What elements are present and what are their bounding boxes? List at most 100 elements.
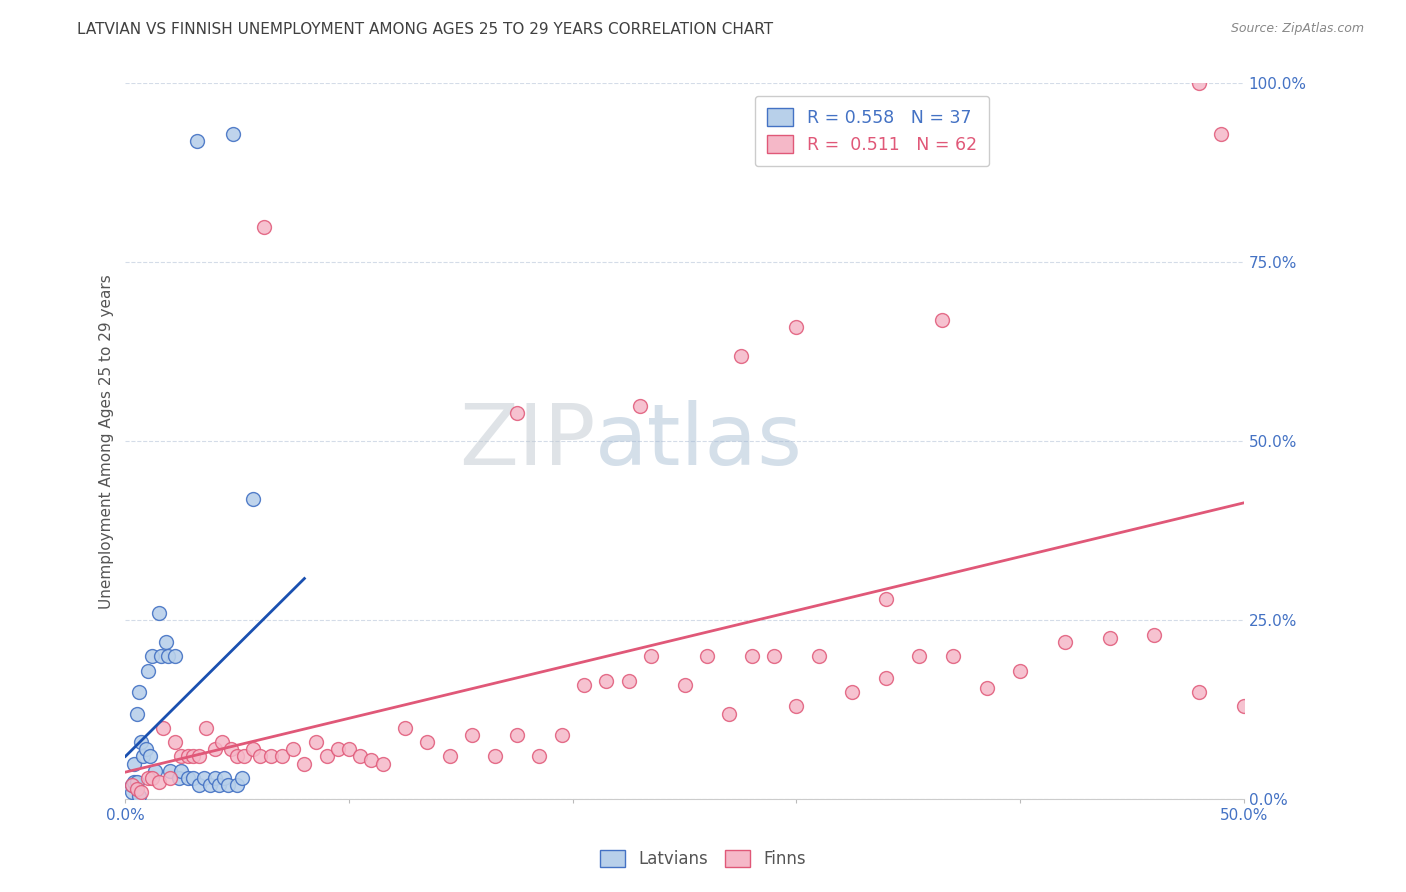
Point [212,771,235,785]
Point [222,127,245,141]
Point [208,778,231,792]
Point [315,749,337,764]
Point [200,778,222,792]
Point [129,735,152,749]
Point [231,771,253,785]
Point [177,771,200,785]
Point [1188,685,1211,699]
Point [506,406,529,420]
Text: Source: ZipAtlas.com: Source: ZipAtlas.com [1230,22,1364,36]
Point [785,699,807,714]
Point [942,649,965,664]
Point [271,749,294,764]
Point [640,649,662,664]
Text: atlas: atlas [595,400,803,483]
Point [931,312,953,326]
Point [718,706,741,721]
Point [1211,127,1233,141]
Point [1233,699,1256,714]
Point [121,778,143,792]
Point [163,649,186,664]
Point [128,685,150,699]
Point [125,781,148,796]
Point [628,399,651,413]
Point [181,749,204,764]
Point [785,319,807,334]
Point [416,735,439,749]
Point [170,749,193,764]
Point [193,771,215,785]
Point [461,728,484,742]
Point [188,749,211,764]
Legend: R = 0.558   N = 37, R =  0.511   N = 62: R = 0.558 N = 37, R = 0.511 N = 62 [755,95,988,166]
Point [141,649,163,664]
Point [219,742,242,756]
Point [875,671,897,685]
Point [125,706,148,721]
Point [128,789,150,803]
Point [159,771,181,785]
Point [139,749,162,764]
Point [226,778,249,792]
Point [121,778,143,792]
Point [195,721,218,735]
Point [150,649,173,664]
Y-axis label: Unemployment Among Ages 25 to 29 years: Unemployment Among Ages 25 to 29 years [100,274,114,609]
Point [181,771,204,785]
Point [141,771,163,785]
Point [233,749,256,764]
Point [294,756,316,771]
Point [572,678,595,692]
Point [875,591,897,606]
Point [260,749,283,764]
Point [177,749,200,764]
Point [204,742,226,756]
Point [186,134,208,148]
Point [1143,628,1166,642]
Point [167,771,190,785]
Point [1053,635,1076,649]
Point [249,749,271,764]
Point [143,764,166,778]
Point [506,728,529,742]
Point [696,649,718,664]
Point [188,778,211,792]
Point [242,742,264,756]
Point [337,742,360,756]
Point [148,774,170,789]
Point [217,778,239,792]
Point [326,742,349,756]
Point [976,681,998,696]
Point [121,785,143,799]
Point [617,674,640,689]
Point [550,728,572,742]
Point [1098,632,1121,646]
Text: LATVIAN VS FINNISH UNEMPLOYMENT AMONG AGES 25 TO 29 YEARS CORRELATION CHART: LATVIAN VS FINNISH UNEMPLOYMENT AMONG AG… [77,22,773,37]
Point [124,756,146,771]
Point [155,635,177,649]
Legend: Latvians, Finns: Latvians, Finns [593,843,813,875]
Point [136,664,159,678]
Point [807,649,830,664]
Point [135,742,157,756]
Point [730,349,752,363]
Point [124,774,146,789]
Text: ZIP: ZIP [458,400,595,483]
Point [125,774,148,789]
Point [1010,664,1032,678]
Point [152,721,174,735]
Point [349,749,371,764]
Point [529,749,551,764]
Point [204,771,226,785]
Point [242,491,264,506]
Point [841,685,863,699]
Point [253,219,276,234]
Point [129,785,152,799]
Point [484,749,506,764]
Point [163,735,186,749]
Point [908,649,931,664]
Point [283,742,305,756]
Point [439,749,461,764]
Point [132,749,155,764]
Point [360,753,382,767]
